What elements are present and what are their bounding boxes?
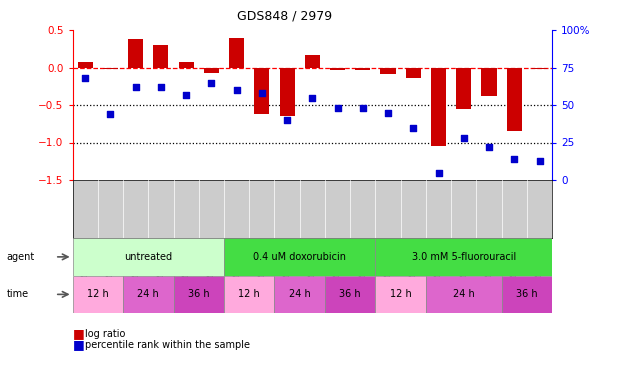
Bar (481, 68, 497, 96)
Bar (254, 68, 269, 114)
Point (257, 90, 267, 96)
Bar (73, 238, 224, 276)
Bar (456, 68, 471, 109)
Text: 24 h: 24 h (138, 290, 159, 299)
Bar (375, 276, 426, 313)
Text: percentile rank within the sample: percentile rank within the sample (85, 340, 250, 350)
Text: 0.4 uM doxorubicin: 0.4 uM doxorubicin (253, 252, 346, 262)
Bar (78, 62, 93, 68)
Bar (73, 276, 123, 313)
Text: agent: agent (6, 252, 35, 262)
Bar (330, 68, 345, 70)
Bar (375, 238, 552, 276)
Bar (128, 39, 143, 68)
Text: 12 h: 12 h (87, 290, 109, 299)
Point (484, 144, 494, 150)
Text: time: time (6, 290, 28, 299)
Bar (224, 238, 375, 276)
Point (408, 124, 418, 130)
Text: 3.0 mM 5-fluorouracil: 3.0 mM 5-fluorouracil (411, 252, 516, 262)
Text: 12 h: 12 h (390, 290, 411, 299)
Bar (502, 276, 552, 313)
Text: ■: ■ (73, 327, 85, 340)
Bar (153, 45, 168, 68)
Point (206, 80, 216, 86)
Point (232, 87, 242, 93)
Point (282, 117, 292, 123)
Point (307, 94, 317, 100)
Point (509, 156, 519, 162)
Bar (204, 68, 219, 73)
Point (383, 110, 393, 116)
Point (156, 84, 166, 90)
Text: GDS848 / 2979: GDS848 / 2979 (237, 9, 332, 22)
Text: log ratio: log ratio (85, 329, 126, 339)
Bar (507, 68, 522, 131)
Bar (174, 276, 224, 313)
Bar (406, 68, 421, 78)
Text: 36 h: 36 h (188, 290, 209, 299)
Bar (426, 276, 502, 313)
Point (131, 84, 141, 90)
Text: 24 h: 24 h (289, 290, 310, 299)
Bar (280, 68, 295, 116)
Point (433, 170, 444, 176)
Text: untreated: untreated (124, 252, 172, 262)
Text: 36 h: 36 h (516, 290, 538, 299)
Text: 12 h: 12 h (239, 290, 260, 299)
Point (534, 158, 545, 164)
Text: 24 h: 24 h (453, 290, 475, 299)
Bar (103, 68, 118, 69)
Point (80, 75, 90, 81)
Point (459, 135, 469, 141)
Bar (325, 276, 375, 313)
Bar (355, 68, 370, 70)
Point (105, 111, 115, 117)
Bar (229, 38, 244, 68)
Point (358, 105, 368, 111)
Bar (123, 276, 174, 313)
Bar (380, 68, 396, 74)
Bar (532, 68, 547, 69)
Point (333, 105, 343, 111)
Bar (274, 276, 325, 313)
Bar (179, 62, 194, 68)
Text: ■: ■ (73, 339, 85, 351)
Bar (224, 276, 274, 313)
Text: 36 h: 36 h (339, 290, 361, 299)
Bar (431, 68, 446, 146)
Point (181, 92, 191, 98)
Bar (305, 55, 320, 68)
